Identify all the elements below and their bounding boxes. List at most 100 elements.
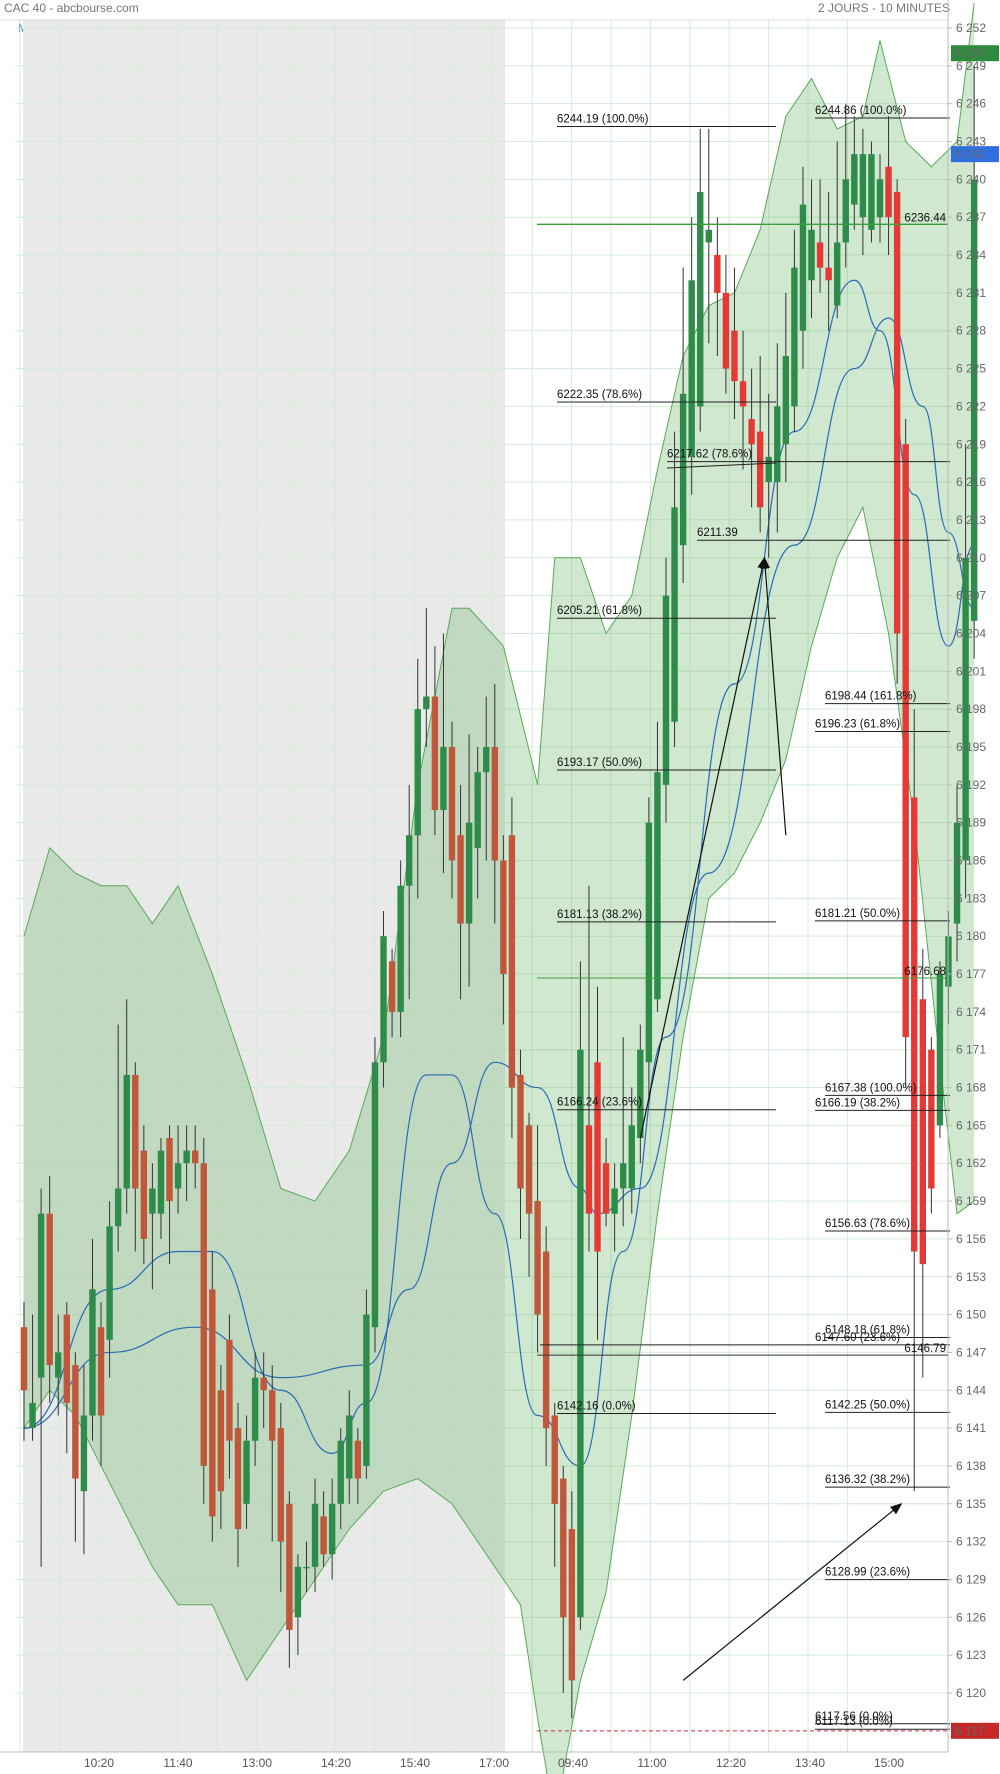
candle-body[interactable] — [226, 1339, 233, 1441]
candle-body[interactable] — [765, 456, 772, 483]
candle-body[interactable] — [517, 1074, 524, 1189]
candle-body[interactable] — [209, 1289, 216, 1517]
candle-body[interactable] — [63, 1314, 70, 1403]
candle-body[interactable] — [611, 1188, 618, 1214]
candle-body[interactable] — [406, 835, 413, 886]
candle-body[interactable] — [29, 1402, 36, 1429]
candle-body[interactable] — [380, 936, 387, 1063]
candle-body[interactable] — [671, 507, 678, 722]
candle-body[interactable] — [388, 961, 396, 1012]
candle-body[interactable] — [97, 1327, 105, 1416]
candle-body[interactable] — [697, 191, 704, 407]
candle-body[interactable] — [431, 696, 439, 811]
candle-body[interactable] — [551, 1415, 558, 1504]
candle-body[interactable] — [260, 1377, 267, 1391]
candle-body[interactable] — [114, 1188, 122, 1227]
candle-body[interactable] — [457, 835, 464, 924]
candle-body[interactable] — [936, 974, 944, 1126]
candle-body[interactable] — [217, 1390, 225, 1492]
candle-body[interactable] — [654, 772, 661, 1000]
candle-body[interactable] — [885, 166, 892, 218]
candle-body[interactable] — [491, 746, 498, 861]
candle-body[interactable] — [328, 1503, 336, 1555]
candle-body[interactable] — [423, 696, 430, 710]
candle-body[interactable] — [354, 1440, 362, 1479]
candle-body[interactable] — [72, 1365, 79, 1479]
annotation-arrow[interactable] — [639, 556, 767, 1139]
candle-body[interactable] — [902, 444, 909, 1038]
price-tag[interactable] — [951, 146, 999, 163]
candle-body[interactable] — [448, 746, 456, 861]
candle-body[interactable] — [243, 1440, 250, 1504]
candle-body[interactable] — [303, 1566, 310, 1569]
candle-body[interactable] — [876, 179, 884, 218]
price-tag[interactable] — [951, 45, 999, 62]
candle-body[interactable] — [859, 154, 867, 218]
candle-body[interactable] — [500, 860, 507, 975]
trend-line[interactable] — [666, 462, 777, 469]
candle-body[interactable] — [645, 822, 653, 1063]
candle-body[interactable] — [911, 797, 918, 1252]
candle-body[interactable] — [166, 1138, 173, 1202]
candle-body[interactable] — [953, 822, 961, 924]
candle-body[interactable] — [192, 1150, 199, 1164]
candle-body[interactable] — [782, 355, 790, 445]
candle-body[interactable] — [962, 557, 969, 861]
candle-body[interactable] — [251, 1377, 259, 1441]
candle-body[interactable] — [80, 1415, 88, 1492]
price-tag[interactable] — [951, 1722, 999, 1739]
candle-body[interactable] — [808, 229, 815, 281]
candle-body[interactable] — [149, 1188, 156, 1214]
candle-body[interactable] — [688, 280, 695, 457]
candle-body[interactable] — [440, 746, 447, 811]
candle-body[interactable] — [731, 330, 738, 382]
chart-period[interactable]: 2 JOURS - 10 MINUTES — [817, 1, 950, 15]
candle-body[interactable] — [37, 1213, 45, 1378]
candle-body[interactable] — [560, 1478, 567, 1618]
candle-body[interactable] — [363, 1314, 370, 1466]
candle-body[interactable] — [311, 1503, 319, 1567]
candle-body[interactable] — [542, 1251, 550, 1429]
candle-body[interactable] — [337, 1440, 344, 1504]
candle-body[interactable] — [174, 1163, 182, 1189]
candle-body[interactable] — [825, 267, 832, 281]
candle-body[interactable] — [577, 1049, 584, 1618]
candle-body[interactable] — [346, 1415, 353, 1479]
candle-body[interactable] — [465, 822, 473, 924]
candle-body[interactable] — [397, 885, 404, 1012]
candle-body[interactable] — [371, 1062, 379, 1328]
candle-body[interactable] — [483, 746, 490, 773]
candle-body[interactable] — [269, 1390, 276, 1441]
candle-body[interactable] — [277, 1428, 284, 1542]
candle-body[interactable] — [20, 1327, 28, 1391]
candle-body[interactable] — [568, 1529, 576, 1681]
annotation-arrow[interactable] — [682, 1503, 903, 1681]
candle-body[interactable] — [834, 242, 841, 306]
candle-body[interactable] — [525, 1125, 533, 1214]
candle-body[interactable] — [928, 1049, 935, 1189]
candle-body[interactable] — [585, 1125, 593, 1214]
candle-body[interactable] — [294, 1566, 302, 1618]
candle-body[interactable] — [919, 999, 926, 1265]
candle-body[interactable] — [637, 1049, 644, 1138]
candle-body[interactable] — [628, 1125, 635, 1189]
candle-body[interactable] — [474, 772, 481, 848]
candle-body[interactable] — [774, 406, 781, 483]
candle-body[interactable] — [893, 191, 901, 634]
candle-body[interactable] — [140, 1150, 148, 1239]
candle-body[interactable] — [756, 431, 764, 508]
candle-body[interactable] — [286, 1503, 293, 1630]
candle-body[interactable] — [868, 154, 875, 230]
candle-body[interactable] — [414, 709, 421, 836]
candle-body[interactable] — [791, 267, 798, 407]
candle-body[interactable] — [534, 1201, 541, 1315]
candle-body[interactable] — [842, 179, 849, 243]
candle-body[interactable] — [320, 1516, 327, 1555]
candle-body[interactable] — [157, 1150, 165, 1214]
candle-body[interactable] — [46, 1213, 53, 1366]
candle-body[interactable] — [851, 154, 858, 205]
candle-body[interactable] — [55, 1352, 62, 1378]
candle-body[interactable] — [679, 393, 687, 546]
candle-body[interactable] — [748, 419, 755, 445]
